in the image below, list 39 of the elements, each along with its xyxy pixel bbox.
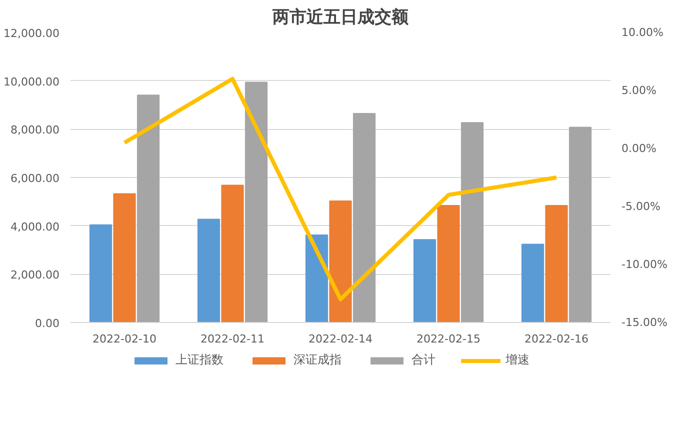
y2-tick-label: 5.00%	[622, 84, 656, 97]
x-tick-label: 2022-02-11	[200, 332, 264, 346]
legend-label: 合计	[411, 352, 436, 368]
bar	[136, 94, 160, 322]
bar	[329, 200, 352, 322]
x-tick-label: 2022-02-16	[524, 332, 588, 346]
bar	[413, 239, 436, 322]
bar	[521, 244, 544, 322]
legend-label: 上证指数	[175, 352, 224, 368]
bar	[568, 126, 592, 322]
bar	[113, 193, 136, 322]
y2-tick-label: -5.00%	[622, 200, 660, 213]
y-tick-label: 2,000.00	[10, 268, 60, 282]
x-tick-label: 2022-02-14	[308, 332, 372, 346]
bar	[437, 205, 460, 322]
y2-tick-label: -10.00%	[622, 258, 668, 271]
bar	[460, 122, 484, 322]
bar	[244, 82, 268, 322]
y-tick-label: 6,000.00	[10, 172, 60, 185]
y-tick-label: 0.00	[35, 317, 60, 330]
y-tick-label: 12,000.00	[4, 27, 60, 40]
y2-tick-label: -15.00%	[622, 316, 668, 329]
y-tick-label: 4,000.00	[10, 220, 60, 234]
x-tick-label: 2022-02-15	[416, 332, 480, 346]
bar	[545, 205, 568, 322]
chart-title: 两市近五日成交额	[272, 8, 410, 28]
bar	[352, 112, 376, 322]
bar	[197, 218, 220, 322]
legend-label: 深证成指	[293, 352, 342, 368]
line-series	[122, 76, 558, 302]
x-tick-label: 2022-02-10	[92, 332, 156, 346]
legend-label: 增速	[505, 352, 530, 368]
bar	[89, 224, 112, 322]
y2-tick-label: 0.00%	[622, 142, 656, 155]
bar	[305, 234, 328, 322]
y-tick-label: 10,000.00	[4, 75, 60, 88]
y-tick-label: 8,000.00	[10, 124, 60, 137]
y2-tick-label: 10.00%	[622, 26, 664, 39]
bar	[221, 184, 244, 322]
